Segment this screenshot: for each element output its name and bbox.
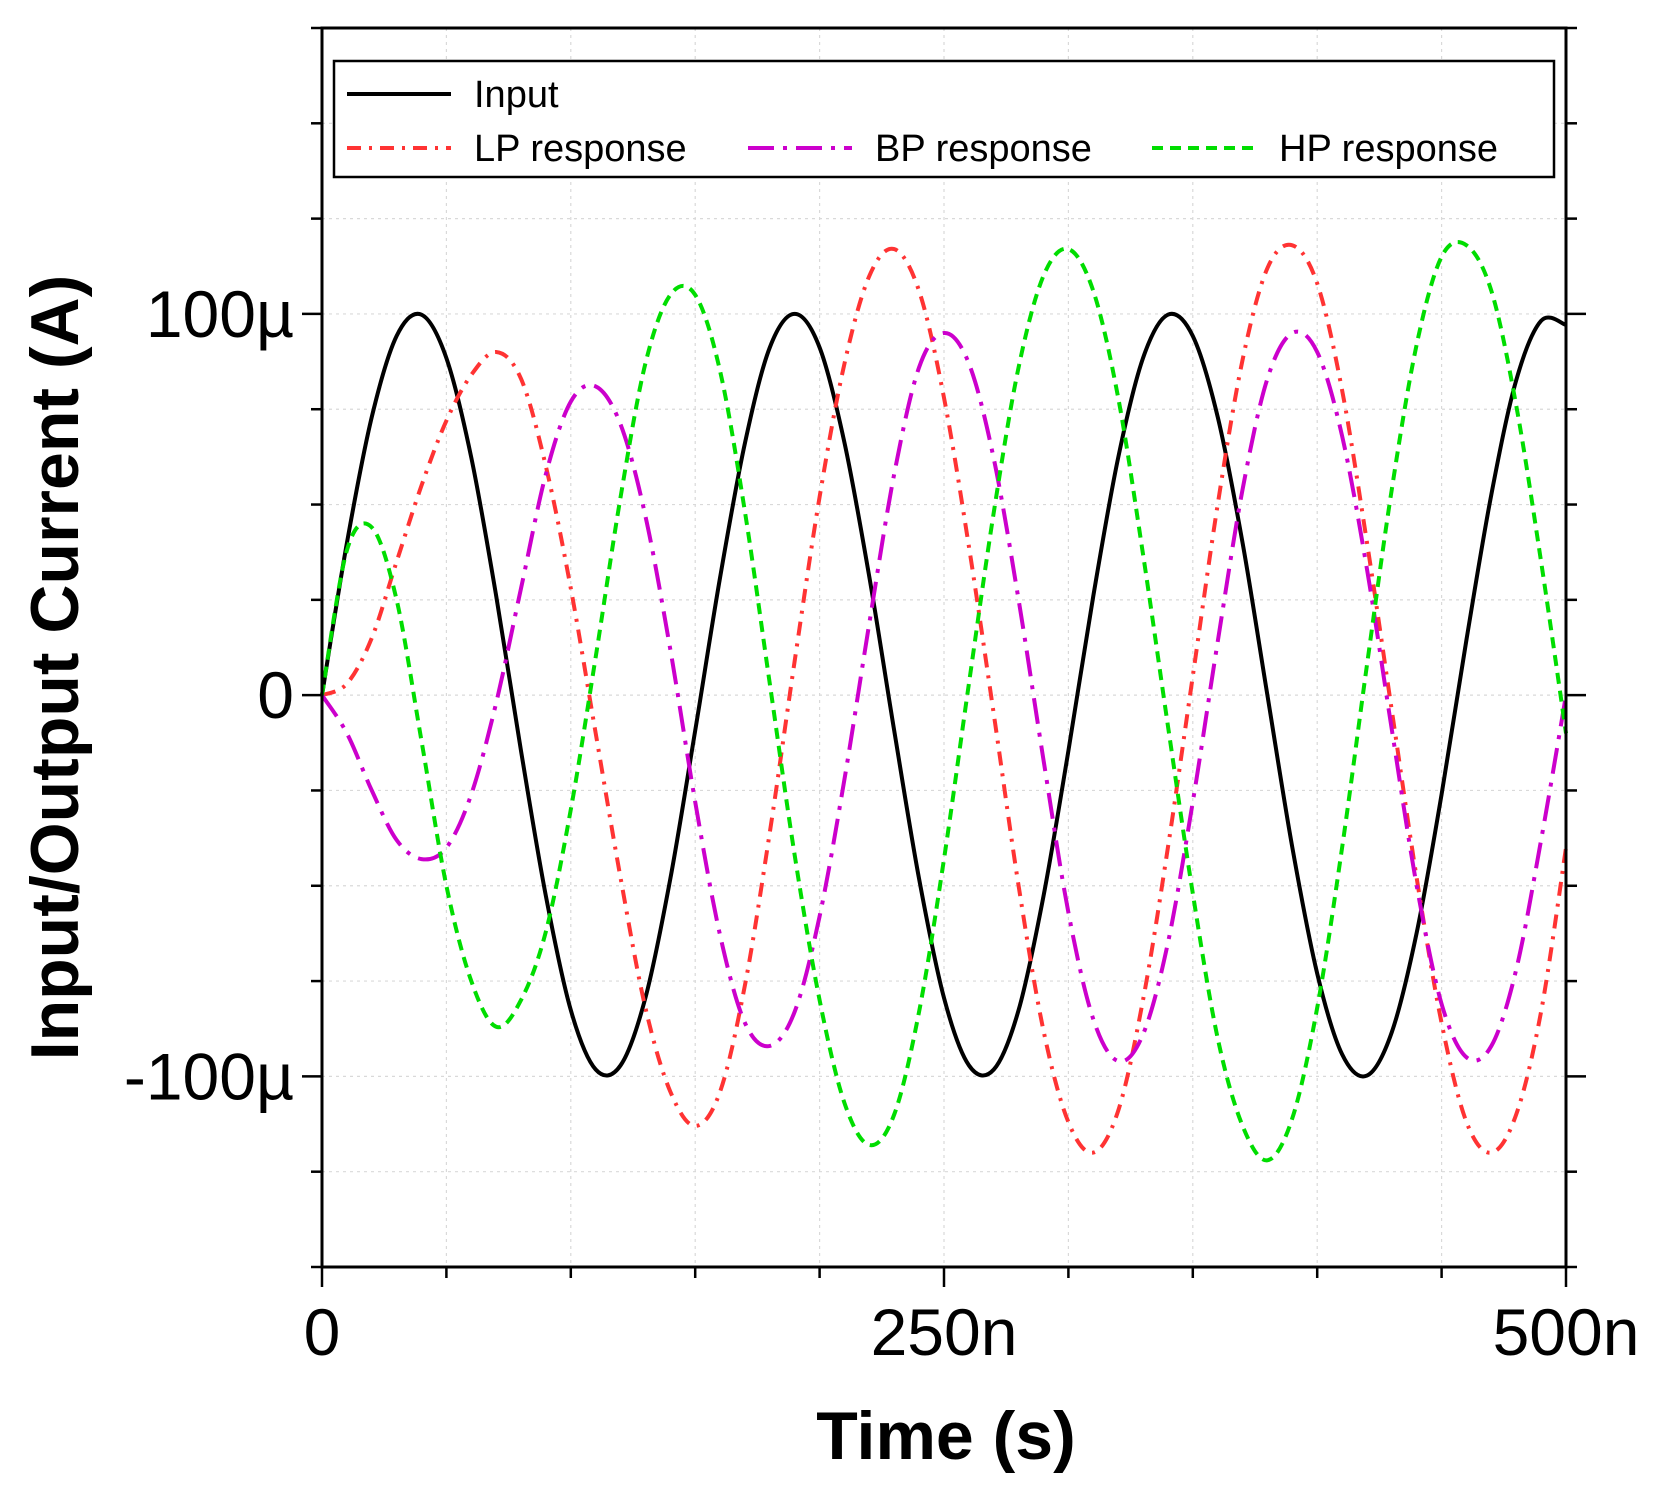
y-tick-label: 100µ	[146, 277, 294, 351]
legend-item-input: Input	[347, 74, 559, 116]
x-tick-label: 500n	[1493, 1295, 1640, 1369]
legend-label-input: Input	[474, 74, 559, 116]
x-tick-label: 250n	[871, 1295, 1018, 1369]
legend-label-lp: LP response	[474, 128, 687, 170]
legend-box	[332, 59, 1556, 179]
series-line-lp-response	[321, 242, 1568, 1155]
legend-item-hp: HP response	[1152, 128, 1498, 170]
series-line-hp-response	[320, 240, 1568, 1163]
legend: Input LP response BP response HP respons…	[332, 59, 1556, 179]
tick-labels: 0 250n 500n 100µ 0 -100µ	[124, 277, 1640, 1369]
x-tick-label: 0	[304, 1295, 341, 1369]
legend-label-bp: BP response	[875, 128, 1092, 170]
legend-label-hp: HP response	[1279, 128, 1498, 170]
y-tick-label: -100µ	[124, 1039, 294, 1113]
y-tick-label: 0	[257, 658, 294, 732]
legend-item-lp: LP response	[347, 128, 687, 170]
series-group	[320, 240, 1568, 1163]
legend-item-bp: BP response	[748, 128, 1092, 170]
series-line-input	[320, 311, 1567, 1079]
axis-ticks	[302, 26, 1586, 1287]
series-line-bp-response	[320, 329, 1568, 1064]
x-axis-title: Time (s)	[816, 1398, 1075, 1474]
y-axis-title: Input/Output Current (A)	[17, 275, 93, 1061]
